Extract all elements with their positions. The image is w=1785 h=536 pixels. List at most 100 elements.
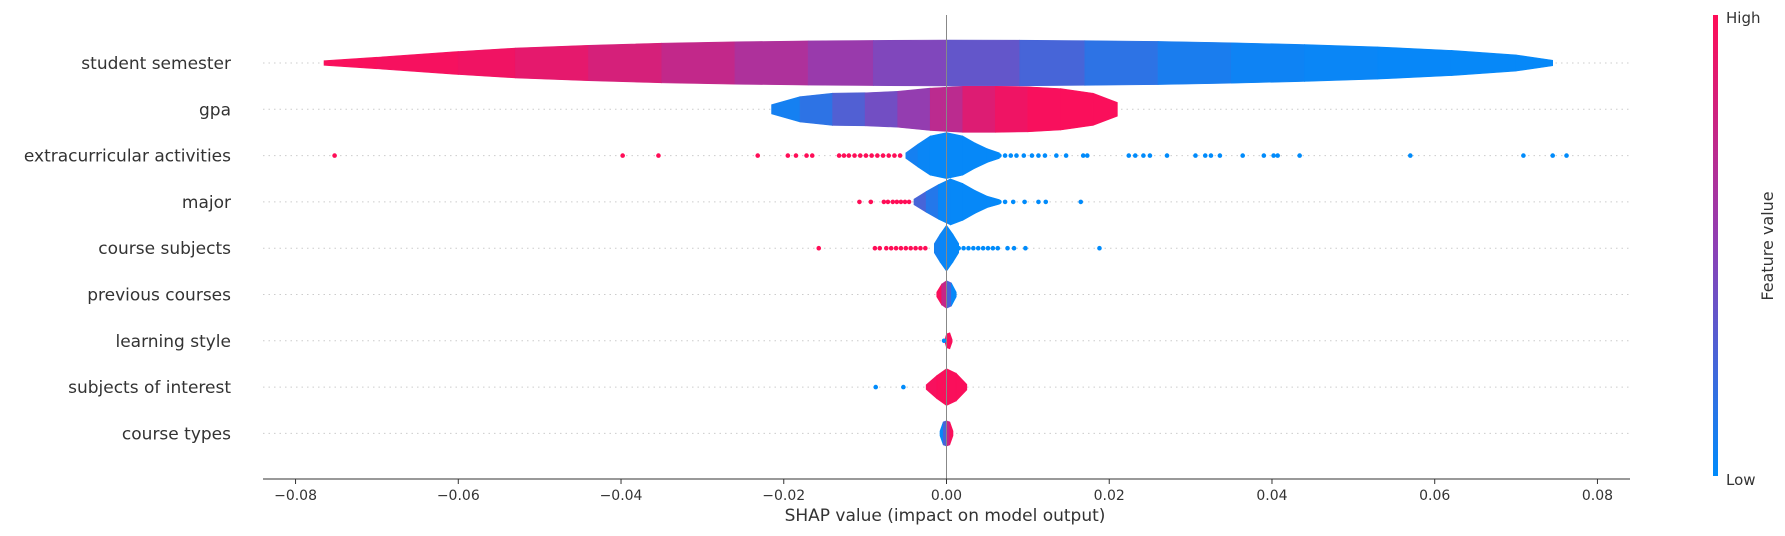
violin-segment	[933, 233, 941, 264]
violin-segment	[588, 42, 663, 84]
shap-point	[1078, 199, 1084, 205]
violin-segment	[939, 224, 947, 273]
shap-point	[1042, 153, 1048, 158]
violin-segment	[939, 421, 944, 446]
violin-segment	[1019, 39, 1086, 87]
violin-layer	[323, 39, 1553, 447]
violin-segment	[936, 368, 947, 407]
violin-segment	[832, 92, 866, 127]
shap-point	[1261, 153, 1267, 158]
violin-segment	[1377, 46, 1452, 80]
colorbar-high-label: High	[1726, 9, 1760, 27]
violin-segment	[949, 421, 954, 446]
x-tick-label: −0.04	[600, 488, 643, 504]
colorbar-title: Feature value	[1758, 191, 1777, 300]
shap-point	[975, 245, 981, 251]
shap-point	[897, 153, 903, 158]
shap-point	[1132, 153, 1138, 158]
feature-labels: student semester gpa extracurricular activ…	[24, 54, 231, 444]
violin-segment	[1084, 40, 1159, 86]
shap-point	[1002, 199, 1008, 205]
shap-point	[892, 153, 897, 158]
feature-label: previous courses	[87, 286, 231, 306]
shap-point	[901, 384, 906, 390]
shap-point	[1141, 153, 1146, 158]
shap-point	[1202, 153, 1208, 158]
shap-point	[956, 245, 962, 251]
violin-segment	[734, 40, 809, 86]
shap-point	[332, 153, 337, 158]
violin-segment	[962, 182, 976, 221]
violin-segment	[905, 143, 919, 168]
feature-label: learning style	[115, 332, 231, 352]
shap-point	[913, 245, 918, 251]
shap-point	[852, 153, 857, 158]
shap-point	[918, 245, 923, 251]
violin-segment	[951, 282, 957, 307]
x-tick-label: −0.02	[762, 488, 805, 504]
shap-point	[1021, 153, 1027, 158]
x-axis: −0.08 −0.06 −0.04 −0.02 0.00 0.02 0.04 0.06 0.08	[263, 478, 1630, 504]
shap-point	[816, 245, 822, 251]
violin-segment	[929, 132, 947, 179]
violin-segment	[938, 178, 951, 226]
shap-point	[1297, 153, 1302, 158]
violin-segment	[864, 91, 898, 128]
shap-point	[1193, 153, 1198, 158]
shap-point	[857, 199, 862, 205]
violin-segment	[1157, 41, 1232, 85]
violin-segment	[936, 283, 942, 306]
shap-point	[1217, 153, 1223, 158]
shap-point	[1002, 153, 1008, 158]
x-axis-label: SHAP value (impact on model output)	[785, 506, 1106, 526]
violin-segment	[917, 135, 931, 176]
violin-segment	[955, 372, 968, 402]
x-tick-label: 0.04	[1256, 488, 1287, 504]
shap-point	[785, 153, 791, 158]
feature-label: gpa	[199, 100, 231, 120]
shap-point	[857, 153, 863, 158]
violin-segment	[962, 86, 996, 133]
shap-point	[997, 199, 1002, 205]
violin-segment	[986, 195, 1000, 209]
shap-point	[836, 153, 842, 158]
colorbar: High Low Feature value	[1713, 9, 1777, 489]
violin-segment	[799, 92, 833, 126]
violin-segment	[913, 191, 927, 213]
x-tick-label: 0.08	[1582, 488, 1613, 504]
shap-point	[1036, 199, 1041, 205]
shap-point	[1005, 245, 1010, 251]
violin-segment	[974, 142, 988, 169]
shap-point	[1014, 153, 1019, 158]
feature-label: course subjects	[98, 239, 231, 259]
shap-point	[1010, 199, 1016, 205]
shap-point	[880, 153, 886, 158]
shap-point	[1521, 153, 1526, 158]
violin-segment	[986, 148, 1000, 163]
violin-segment	[323, 56, 378, 70]
violin-segment	[872, 39, 947, 87]
shap-point	[903, 245, 909, 251]
violin-segment	[661, 41, 736, 85]
shap-point	[1008, 153, 1014, 158]
shap-point	[1564, 153, 1569, 158]
shap-point	[863, 153, 869, 158]
shap-point	[869, 153, 874, 158]
violin-segment	[925, 184, 939, 220]
colorbar-low-label: Low	[1726, 471, 1756, 489]
shap-point	[1036, 153, 1041, 158]
violin-segment	[946, 224, 954, 273]
violin-segment	[1304, 44, 1379, 82]
violin-segment	[950, 178, 964, 226]
shap-point	[1023, 245, 1028, 251]
shap-point	[923, 245, 928, 251]
shap-point	[793, 153, 799, 158]
violin-student-semester	[323, 39, 1553, 87]
x-tick-label: 0.06	[1419, 488, 1450, 504]
shap-point	[1208, 153, 1214, 158]
shap-point	[971, 245, 976, 251]
x-tick-label: 0.00	[931, 488, 962, 504]
shap-point	[908, 245, 913, 251]
shap-point	[841, 153, 847, 158]
shap-point	[894, 199, 900, 205]
